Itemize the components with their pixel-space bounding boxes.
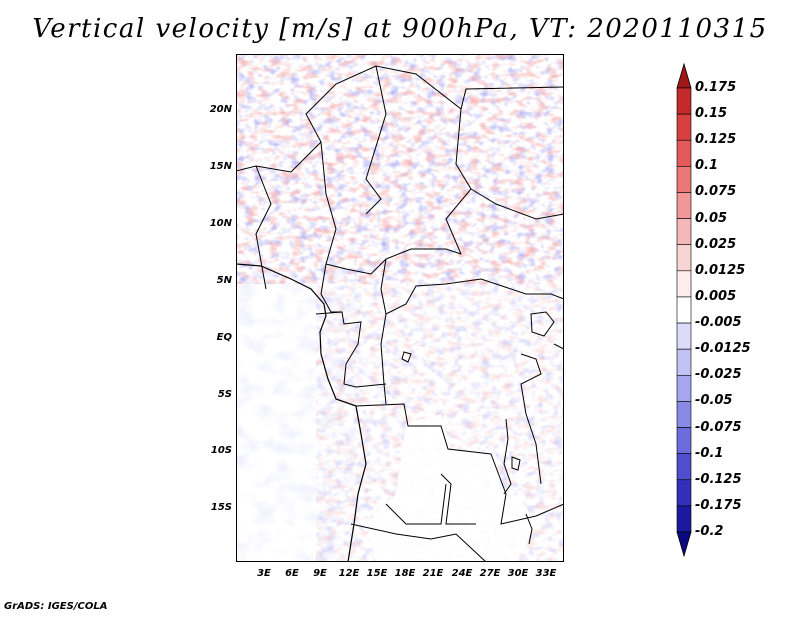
colorbar-label: 0.125 — [695, 132, 737, 148]
colorbar-label: 0.175 — [695, 80, 737, 95]
colorbar-segment — [676, 244, 692, 272]
colorbar-segment — [676, 139, 692, 167]
colorbar-label: 0.0125 — [695, 262, 746, 278]
lon-label: 15E — [366, 568, 388, 579]
colorbar-segment — [676, 453, 692, 481]
colorbar-label: 0.15 — [695, 106, 728, 122]
colorbar-segment — [676, 113, 692, 141]
lon-label: 18E — [394, 568, 416, 579]
lat-label: 5S — [217, 389, 232, 400]
colorbar-segment — [676, 374, 692, 402]
colorbar-segment — [676, 87, 692, 115]
map-title: Vertical velocity [m/s] at 900hPa, VT: 2… — [32, 14, 768, 44]
lon-label: 33E — [535, 568, 557, 579]
lat-label: EQ — [216, 332, 232, 343]
colorbar-segment — [676, 270, 692, 298]
colorbar-segment — [676, 322, 692, 350]
colorbar-label: -0.005 — [695, 315, 742, 331]
colorbar-label: -0.075 — [695, 419, 742, 435]
colorbar-label: -0.0125 — [695, 341, 751, 357]
velocity-map — [236, 54, 564, 562]
colorbar-label: 0.025 — [695, 236, 737, 252]
lon-label: 24E — [451, 568, 473, 579]
colorbar-label: 0.005 — [695, 288, 737, 304]
colorbar-segment — [676, 218, 692, 246]
lon-label: 9E — [313, 568, 327, 579]
lon-label: 3E — [257, 568, 271, 579]
lat-label: 20N — [209, 104, 232, 115]
lat-label: 10S — [210, 445, 232, 456]
colorbar-label: -0.05 — [695, 393, 733, 409]
colorbar-label: -0.125 — [695, 471, 742, 487]
colorbar-segment — [676, 427, 692, 454]
colorbar-segment — [676, 505, 692, 533]
colorbar-segment — [676, 166, 692, 193]
colorbar-label: 0.1 — [695, 158, 719, 174]
colorbar-segment — [676, 348, 692, 376]
colorbar-lower-arrow — [676, 531, 692, 558]
colorbar-segment — [676, 479, 692, 507]
colorbar-segment — [676, 192, 692, 219]
colorbar-label: -0.2 — [695, 524, 724, 539]
lat-label: 15S — [210, 502, 232, 513]
colorbar-label: 0.075 — [695, 184, 737, 200]
colorbar-segment — [676, 401, 692, 428]
grads-credit: GrADS: IGES/COLA — [4, 601, 108, 612]
lon-label: 6E — [285, 568, 299, 579]
colorbar-segment — [676, 296, 692, 324]
colorbar-label: -0.175 — [695, 497, 742, 513]
lat-label: 5N — [216, 275, 232, 286]
lon-label: 30E — [507, 568, 529, 579]
colorbar — [676, 62, 692, 558]
lon-label: 21E — [422, 568, 444, 579]
colorbar-label: -0.1 — [695, 445, 724, 461]
lon-label: 12E — [338, 568, 360, 579]
lat-label: 15N — [209, 161, 232, 172]
colorbar-label: -0.025 — [695, 367, 742, 383]
lon-label: 27E — [479, 568, 501, 579]
colorbar-label: 0.05 — [695, 210, 728, 226]
colorbar-upper-arrow — [676, 62, 692, 89]
lat-label: 10N — [209, 218, 232, 229]
